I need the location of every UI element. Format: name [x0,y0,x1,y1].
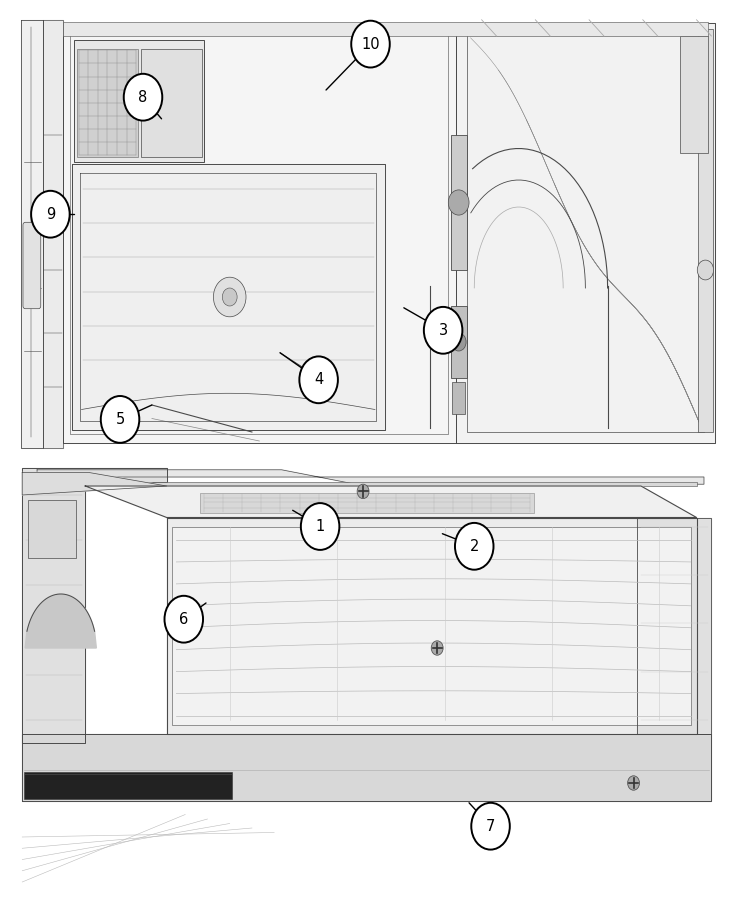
Circle shape [301,503,339,550]
Polygon shape [22,468,167,742]
Bar [141,49,202,157]
Polygon shape [43,20,63,448]
Bar [15,461,726,891]
Circle shape [31,191,70,238]
Bar [24,772,232,799]
Polygon shape [85,486,697,518]
Circle shape [697,260,714,280]
Bar [70,32,448,434]
Polygon shape [167,518,697,734]
Text: 7: 7 [486,819,495,833]
Bar [200,493,534,513]
Bar [28,500,76,558]
Text: 2: 2 [470,539,479,554]
Polygon shape [22,734,711,801]
Circle shape [424,307,462,354]
Polygon shape [37,470,704,484]
Text: 4: 4 [314,373,323,387]
Polygon shape [25,594,96,648]
Text: 10: 10 [361,37,380,51]
Bar [77,49,138,157]
Circle shape [124,74,162,121]
Bar [172,526,691,725]
Circle shape [213,277,246,317]
Circle shape [165,596,203,643]
Text: 1: 1 [316,519,325,534]
Text: 9: 9 [46,207,55,221]
Bar [698,29,713,432]
Text: 3: 3 [439,323,448,338]
Bar [85,482,697,486]
Bar [680,36,708,153]
Circle shape [351,21,390,68]
Polygon shape [456,22,715,443]
Circle shape [101,396,139,443]
Bar [63,22,708,36]
Bar [451,135,467,270]
Polygon shape [63,22,456,443]
Circle shape [431,641,443,655]
Circle shape [471,803,510,850]
Circle shape [448,190,469,215]
Bar [467,34,704,432]
Circle shape [455,523,494,570]
Circle shape [357,484,369,499]
FancyBboxPatch shape [23,222,41,309]
Text: 6: 6 [179,612,188,626]
Circle shape [451,333,466,351]
Polygon shape [21,20,43,448]
Circle shape [628,776,639,790]
Bar [451,306,467,378]
Text: 5: 5 [116,412,124,427]
Polygon shape [22,472,167,495]
Polygon shape [72,164,385,430]
Bar [452,382,465,414]
Bar [74,40,204,162]
Text: 8: 8 [139,90,147,104]
Bar [15,11,726,459]
Circle shape [222,288,237,306]
Polygon shape [637,518,711,734]
Circle shape [299,356,338,403]
